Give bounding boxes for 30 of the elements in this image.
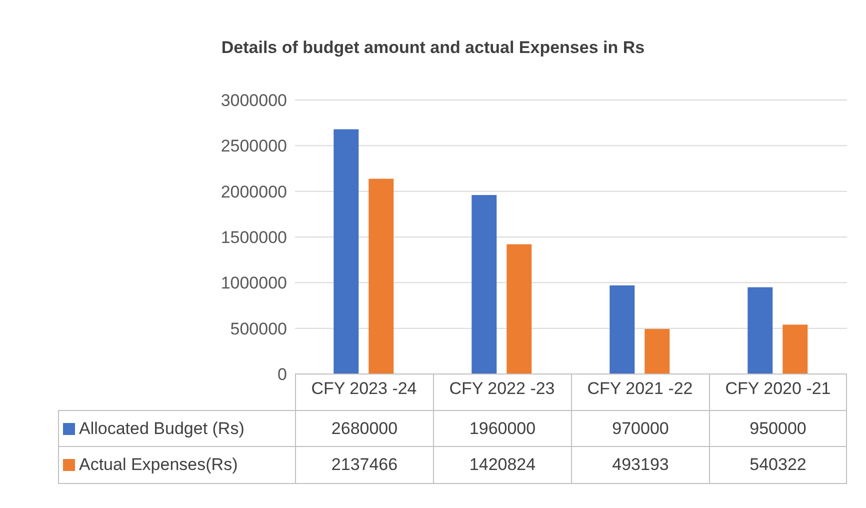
legend-label: Actual Expenses(Rs) — [58, 447, 295, 483]
bar — [748, 287, 773, 374]
data-label: 950000 — [709, 411, 847, 447]
x-tick-label: CFY 2020 -21 — [725, 379, 831, 398]
x-tick-label: CFY 2022 -23 — [449, 379, 555, 398]
data-label: 2680000 — [295, 411, 433, 447]
data-label: 1420824 — [433, 447, 571, 483]
bar — [472, 194, 497, 374]
y-tick-label: 2000000 — [220, 182, 287, 202]
y-tick-label: 1000000 — [220, 274, 287, 293]
bar — [782, 324, 808, 374]
x-tick-label: CFY 2023 -24 — [311, 379, 417, 398]
data-label: 1960000 — [433, 411, 571, 447]
data-label: 970000 — [571, 411, 709, 447]
data-label: 493193 — [571, 447, 709, 483]
y-tick-label: 0 — [278, 365, 287, 384]
bar — [368, 178, 394, 374]
data-label: 540322 — [709, 447, 847, 483]
x-tick-label: CFY 2021 -22 — [587, 379, 693, 398]
bar — [610, 285, 635, 374]
y-tick-label: 2500000 — [220, 136, 287, 156]
data-label: 2137466 — [295, 447, 433, 483]
bar — [644, 328, 670, 374]
chart-title: Details of budget amount and actual Expenses in Rs — [220, 38, 646, 58]
bar — [334, 129, 359, 374]
y-tick-label: 3000000 — [220, 91, 287, 110]
y-tick-label: 1500000 — [220, 228, 287, 248]
y-tick-label: 500000 — [230, 319, 287, 338]
bar — [506, 244, 532, 374]
legend-label: Allocated Budget (Rs) — [58, 411, 295, 447]
